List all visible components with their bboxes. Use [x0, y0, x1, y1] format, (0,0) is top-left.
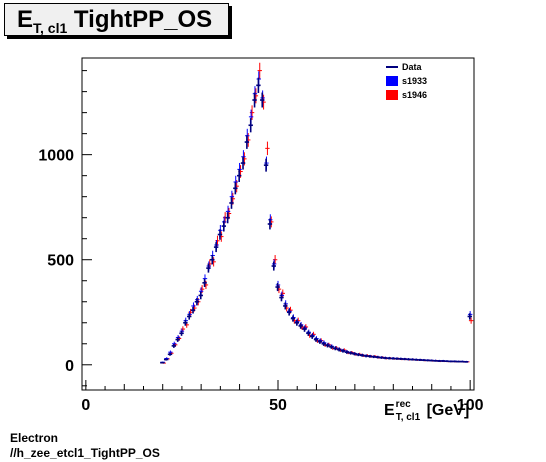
x-tick-label: 50 — [269, 397, 287, 414]
y-tick-label: 1000 — [38, 148, 74, 165]
chart-title: ET, cl1 TightPP_OS — [17, 6, 213, 36]
legend-label: Data — [402, 62, 423, 72]
legend-swatch-box — [386, 90, 398, 100]
x-tick-label: 100 — [457, 397, 484, 414]
y-tick-label: 500 — [47, 253, 74, 270]
x-axis-label: ErecT, cl1 [GeV] — [384, 399, 470, 423]
legend-swatch-box — [386, 76, 398, 86]
legend-label: s1946 — [402, 90, 427, 100]
series-data — [160, 77, 472, 364]
y-tick-label: 0 — [65, 358, 74, 375]
title-box: ET, cl1 TightPP_OS — [4, 3, 229, 36]
footer-line-2: //h_zee_etcl1_TightPP_OS — [10, 446, 160, 460]
footer-line-1: Electron — [10, 431, 59, 445]
x-tick-label: 0 — [81, 397, 90, 414]
legend: Data s1933 s1946 — [386, 62, 427, 100]
legend-label: s1933 — [402, 76, 427, 86]
data-marks — [160, 62, 474, 364]
